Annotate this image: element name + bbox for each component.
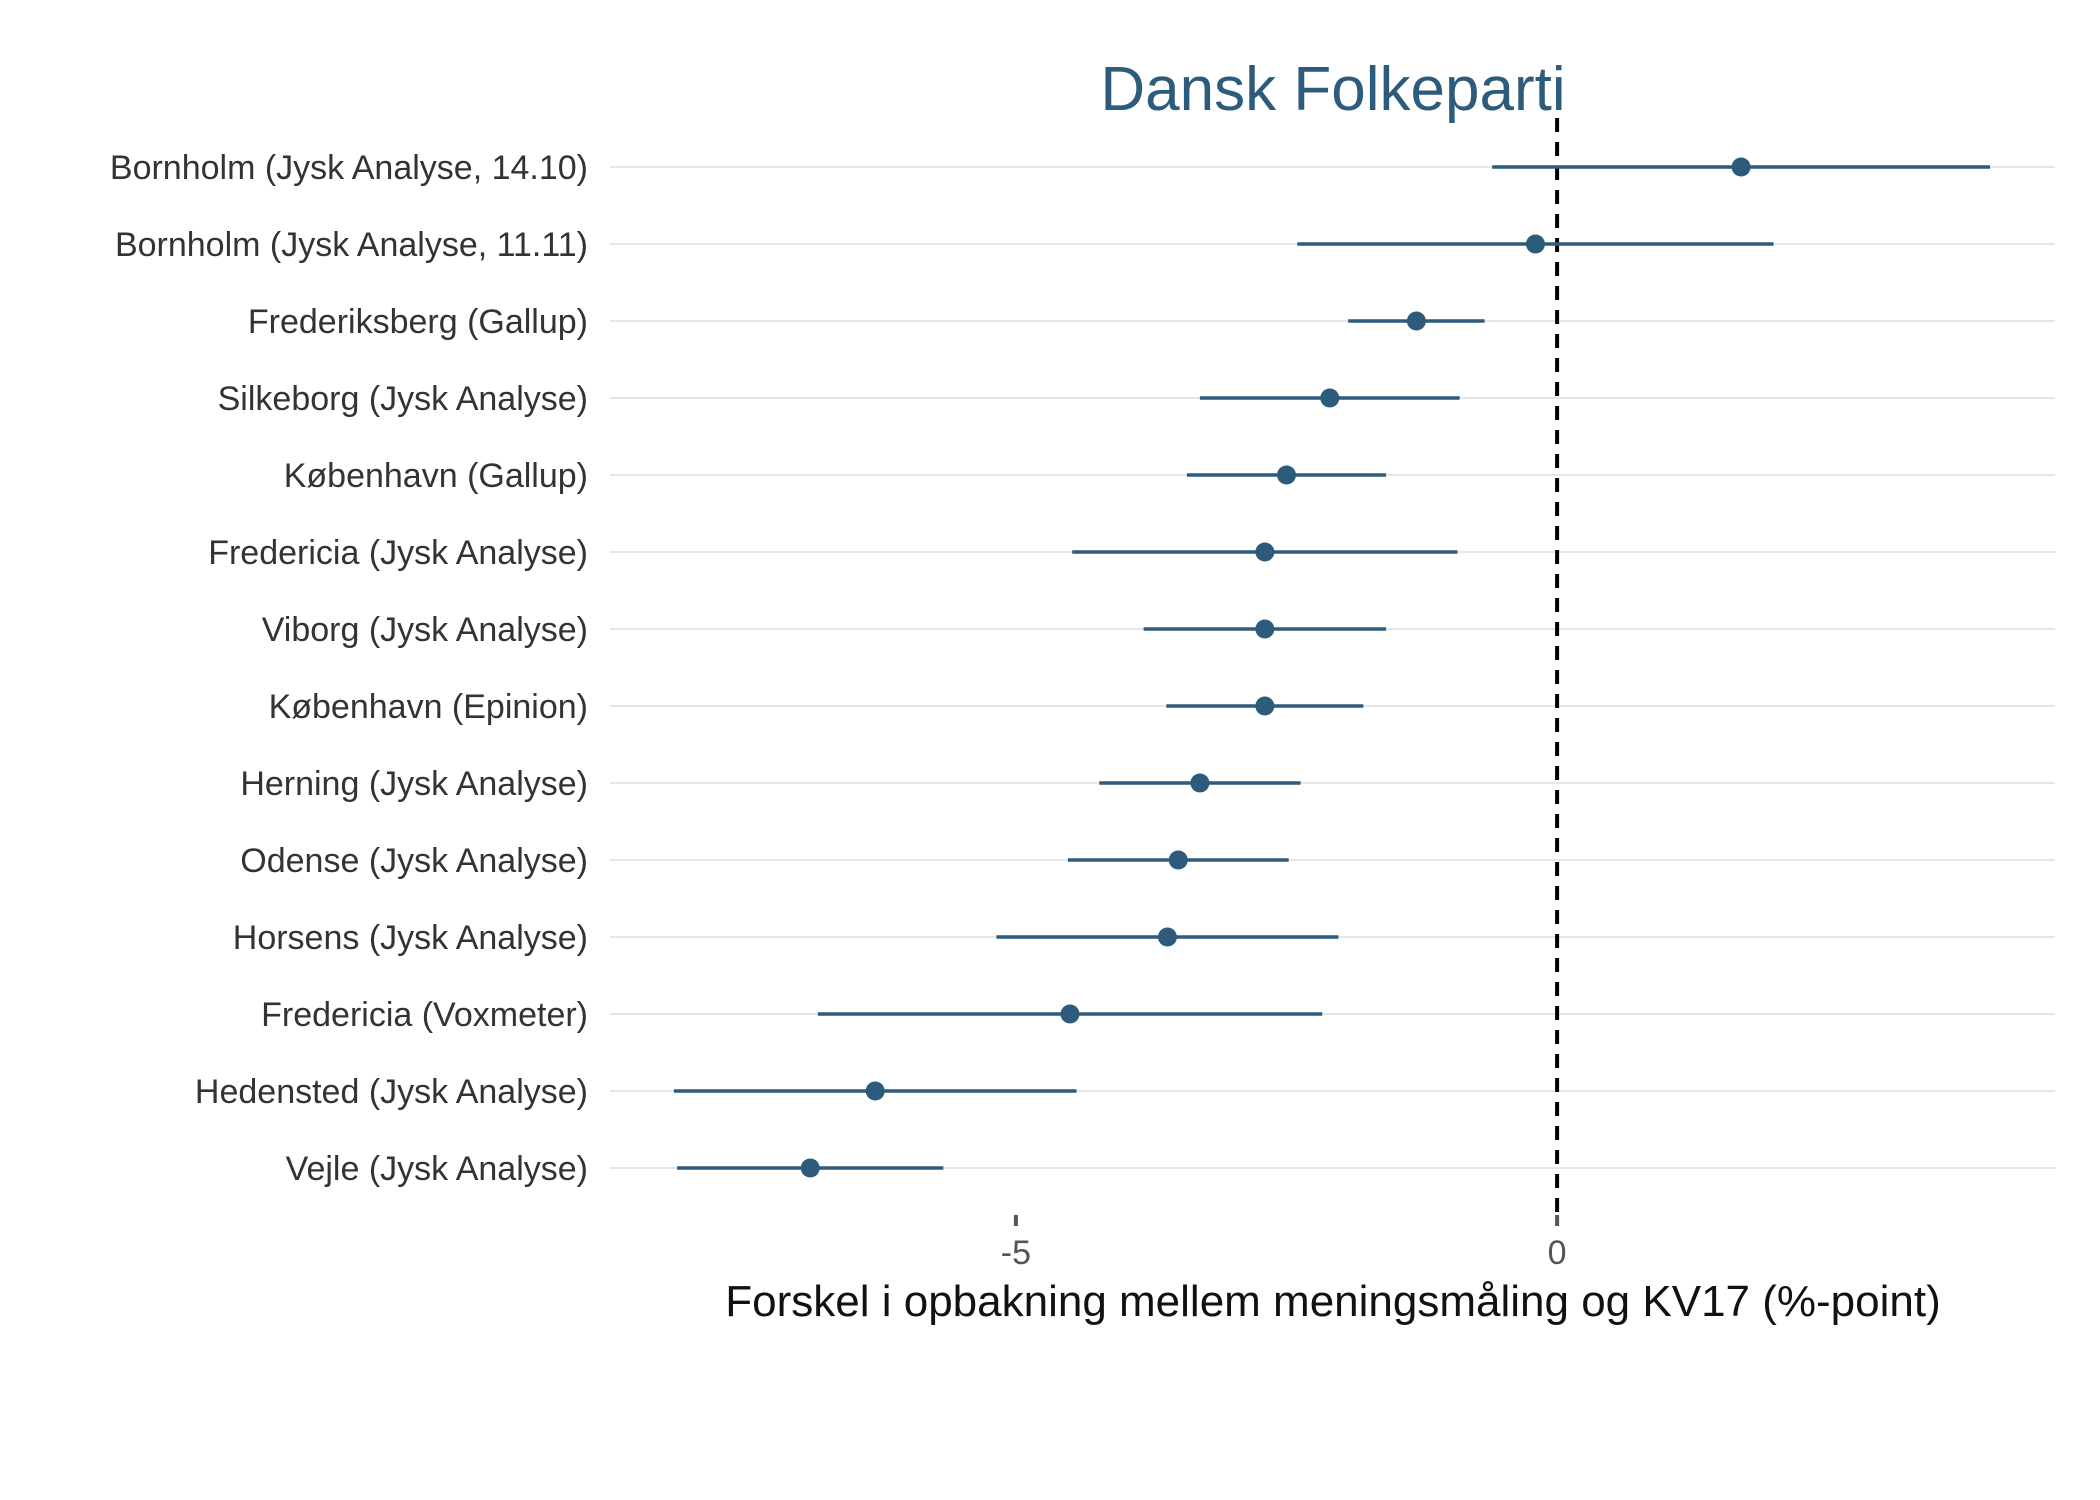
estimate-point	[1157, 927, 1177, 947]
category-label: Herning (Jysk Analyse)	[240, 765, 588, 803]
estimate-points	[800, 157, 1751, 1178]
category-label: Fredericia (Voxmeter)	[261, 996, 588, 1034]
estimate-point	[1060, 1004, 1080, 1024]
category-label: København (Epinion)	[269, 688, 588, 726]
x-axis-ticks: -5 0	[1001, 1215, 1567, 1272]
estimate-point	[1276, 465, 1296, 485]
x-tick-label: 0	[1548, 1234, 1567, 1272]
estimate-point	[1255, 696, 1275, 716]
estimate-point	[1731, 157, 1751, 177]
category-label: Horsens (Jysk Analyse)	[233, 919, 588, 957]
category-label: Fredericia (Jysk Analyse)	[208, 534, 588, 572]
category-label: Vejle (Jysk Analyse)	[286, 1150, 588, 1188]
estimate-point	[1320, 388, 1340, 408]
category-label: Odense (Jysk Analyse)	[240, 842, 588, 880]
estimate-point	[865, 1081, 885, 1101]
category-label: København (Gallup)	[284, 457, 588, 495]
confidence-intervals	[673, 165, 1991, 1170]
estimate-point	[1168, 850, 1188, 870]
estimate-point	[1525, 234, 1545, 254]
chart-title: Dansk Folkeparti	[1100, 55, 1565, 124]
category-labels: Bornholm (Jysk Analyse, 14.10) Bornholm (…	[110, 149, 588, 1188]
estimate-point	[1406, 311, 1426, 331]
category-label: Bornholm (Jysk Analyse, 14.10)	[110, 149, 588, 187]
estimate-point	[1255, 542, 1275, 562]
category-label: Viborg (Jysk Analyse)	[262, 611, 588, 649]
grid-lines	[610, 166, 2055, 1169]
category-label: Frederiksberg (Gallup)	[248, 303, 588, 341]
x-tick-label: -5	[1001, 1234, 1031, 1272]
estimate-point	[800, 1158, 820, 1178]
estimate-point	[1190, 773, 1210, 793]
category-label: Hedensted (Jysk Analyse)	[195, 1073, 588, 1111]
category-label: Silkeborg (Jysk Analyse)	[218, 380, 588, 418]
category-label: Bornholm (Jysk Analyse, 11.11)	[115, 226, 588, 264]
estimate-point	[1255, 619, 1275, 639]
x-axis-title: Forskel i opbakning mellem meningsmåling…	[725, 1277, 1940, 1326]
